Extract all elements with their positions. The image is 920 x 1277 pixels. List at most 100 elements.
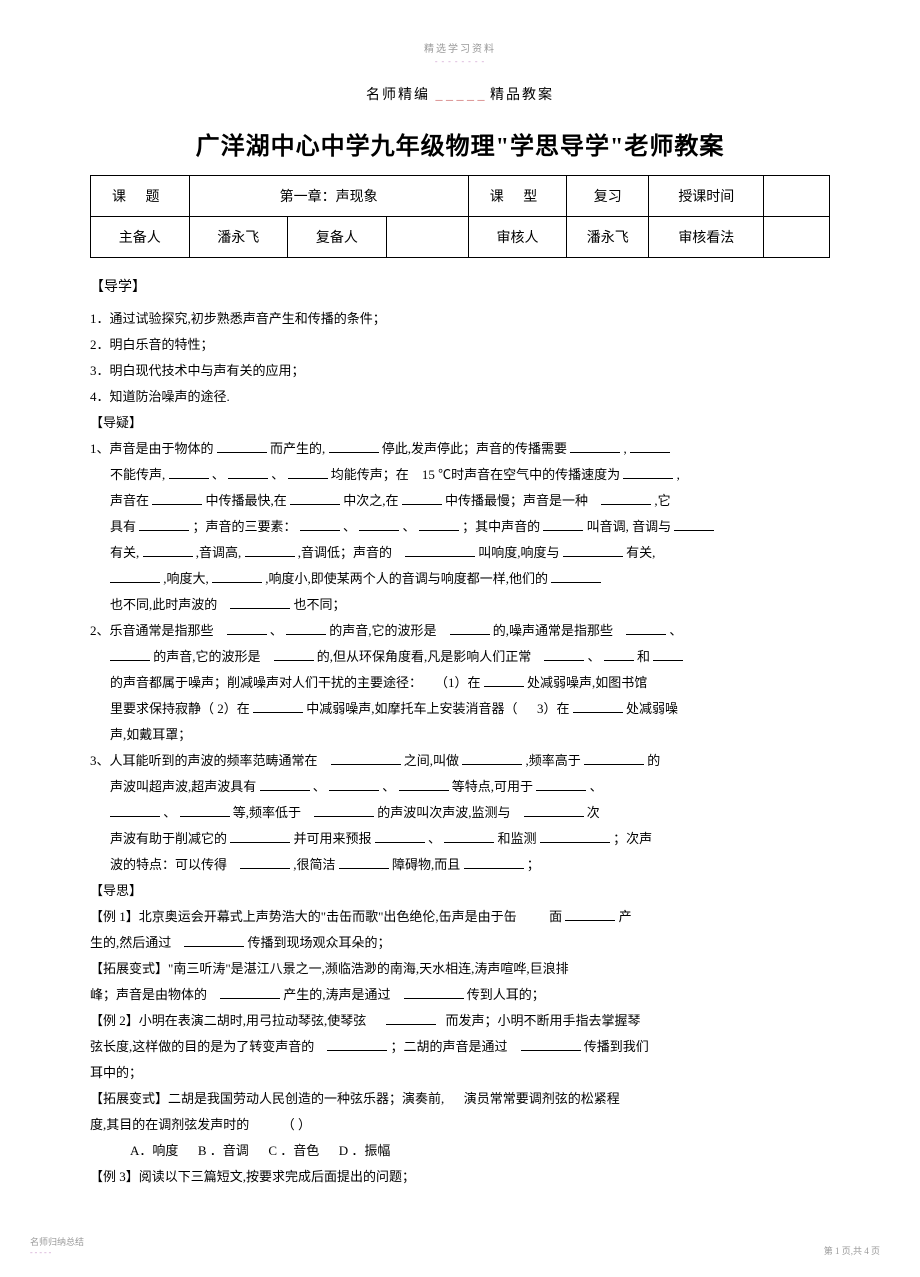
sub-header: 名师精编 _ _ _ _ _ 精品教案 (90, 84, 830, 104)
text: 传播到我们 (584, 1039, 649, 1054)
red-dashes: _ _ _ _ _ (436, 88, 485, 103)
text: ；其中声音的 (462, 519, 540, 534)
blank (653, 648, 683, 661)
text: 的声音,它的波形是 (153, 649, 260, 664)
text: 声波有助于削减它的 (110, 831, 227, 846)
text: 等,频率低于 (233, 805, 301, 820)
top-watermark: 精选学习资料 (90, 40, 830, 55)
text: 、 (313, 779, 326, 794)
text: 生的,然后通过 (90, 935, 171, 950)
question-1: 1、声音是由于物体的 而产生的, 停此,发声停此；声音的传播需要 , 不能传声,… (90, 436, 830, 618)
text: 的声波叫次声波,监测与 (377, 805, 510, 820)
blank (674, 518, 714, 531)
blank (551, 570, 601, 583)
extension-2: 【拓展变式】二胡是我国劳动人民创造的一种弦乐器；演奏前, 演员常常要调剂弦的松紧… (90, 1086, 830, 1164)
text: ,音调低；声音的 (298, 545, 392, 560)
text: 、 (590, 779, 603, 794)
cell-label: 授课时间 (649, 176, 764, 217)
footer-left-text: 名师归纳总结 (30, 1235, 84, 1248)
blank (536, 778, 586, 791)
text: 次 (587, 805, 600, 820)
list-item: 4．知道防治噪声的途径. (90, 384, 830, 410)
text: 并可用来预报 (294, 831, 372, 846)
blank (623, 466, 673, 479)
text: 3、人耳能听到的声波的频率范畴通常在 (90, 753, 318, 768)
blank (331, 752, 401, 765)
blank (604, 648, 634, 661)
blank (300, 518, 340, 531)
example-2: 【例 2】小明在表演二胡时,用弓拉动琴弦,使琴弦 而发声；小明不断用手指去掌握琴… (90, 1008, 830, 1086)
blank (286, 622, 326, 635)
blank (399, 778, 449, 791)
example-label: 【例 3】 (90, 1169, 139, 1184)
text: 的 (647, 753, 660, 768)
cell-value (386, 217, 468, 258)
text: 声,如戴耳罩； (110, 727, 191, 742)
blank (570, 440, 620, 453)
blank (240, 856, 290, 869)
blank (314, 804, 374, 817)
text: 的,但从环保角度看,凡是影响人们正常 (317, 649, 532, 664)
example-label: 【例 2】 (90, 1013, 139, 1028)
blank (212, 570, 262, 583)
blank (375, 830, 425, 843)
blank (359, 518, 399, 531)
text: 叫音调, 音调与 (587, 519, 672, 534)
text: 和 (637, 649, 650, 664)
text: 、 (403, 519, 416, 534)
text: 演员常常要调剂弦的松紧程 (464, 1091, 620, 1106)
text: 、 (428, 831, 441, 846)
text: 中减弱噪声,如摩托车上安装消音器（ (306, 701, 517, 716)
text: 有关, (626, 545, 655, 560)
text: 中传播最慢；声音是一种 (445, 493, 588, 508)
blank (184, 934, 244, 947)
blank (143, 544, 193, 557)
sub-header-left: 名师精编 (366, 88, 430, 103)
blank (110, 570, 160, 583)
text: 弦长度,这样做的目的是为了转变声音的 (90, 1039, 314, 1054)
footer-right: 第 1 页,共 4 页 (824, 1244, 880, 1257)
cell-label: 审核人 (468, 217, 567, 258)
text: ,响度大, (163, 571, 209, 586)
blank (386, 1012, 436, 1025)
text: ,很简洁 (293, 857, 335, 872)
blank (405, 544, 475, 557)
text: 具有 (110, 519, 136, 534)
text: ； (527, 857, 540, 872)
footer-dashes: - - - - - (30, 1248, 84, 1257)
text: 峰；声音是由物体的 (90, 987, 207, 1002)
text: ；次声 (613, 831, 652, 846)
text: ,响度小,即使某两个人的音调与响度都一样,他们的 (265, 571, 548, 586)
list-item: 1．通过试验探究,初步熟悉声音产生和传播的条件； (90, 306, 830, 332)
blank (450, 622, 490, 635)
page-title: 广洋湖中心中学九年级物理"学思导学"老师教案 (90, 126, 830, 161)
text: 1、声音是由于物体的 (90, 441, 214, 456)
text: 处减弱噪 (626, 701, 678, 716)
text: 北京奥运会开幕式上声势浩大的"击缶而歌"出色绝伦,缶声是由于缶 (139, 909, 517, 924)
text: 停此,发声停此；声音的传播需要 (382, 441, 567, 456)
text: 也不同； (294, 597, 346, 612)
cell-value: 第一章：声现象 (189, 176, 468, 217)
text: 和监测 (498, 831, 537, 846)
blank (169, 466, 209, 479)
blank (601, 492, 651, 505)
cell-value: 潘永飞 (189, 217, 288, 258)
text: 不能传声, (110, 467, 165, 482)
blank (230, 596, 290, 609)
extension-label: 【拓展变式】 (90, 1091, 168, 1106)
blank (329, 778, 379, 791)
blank (245, 544, 295, 557)
text: （ ） (282, 1117, 311, 1132)
text: 二胡是我国劳动人民创造的一种弦乐器；演奏前, (168, 1091, 444, 1106)
blank (544, 648, 584, 661)
cell-label: 审核看法 (649, 217, 764, 258)
text: 15 ℃时声音在空气中的传播速度为 (422, 467, 620, 482)
table-row: 主备人 潘永飞 复备人 审核人 潘永飞 审核看法 (91, 217, 830, 258)
text: ,音调高, (196, 545, 242, 560)
blank (290, 492, 340, 505)
text: 、 (163, 805, 176, 820)
text: 均能传声；在 (331, 467, 409, 482)
blank (253, 700, 303, 713)
blank (573, 700, 623, 713)
text: ；二胡的声音是通过 (391, 1039, 508, 1054)
